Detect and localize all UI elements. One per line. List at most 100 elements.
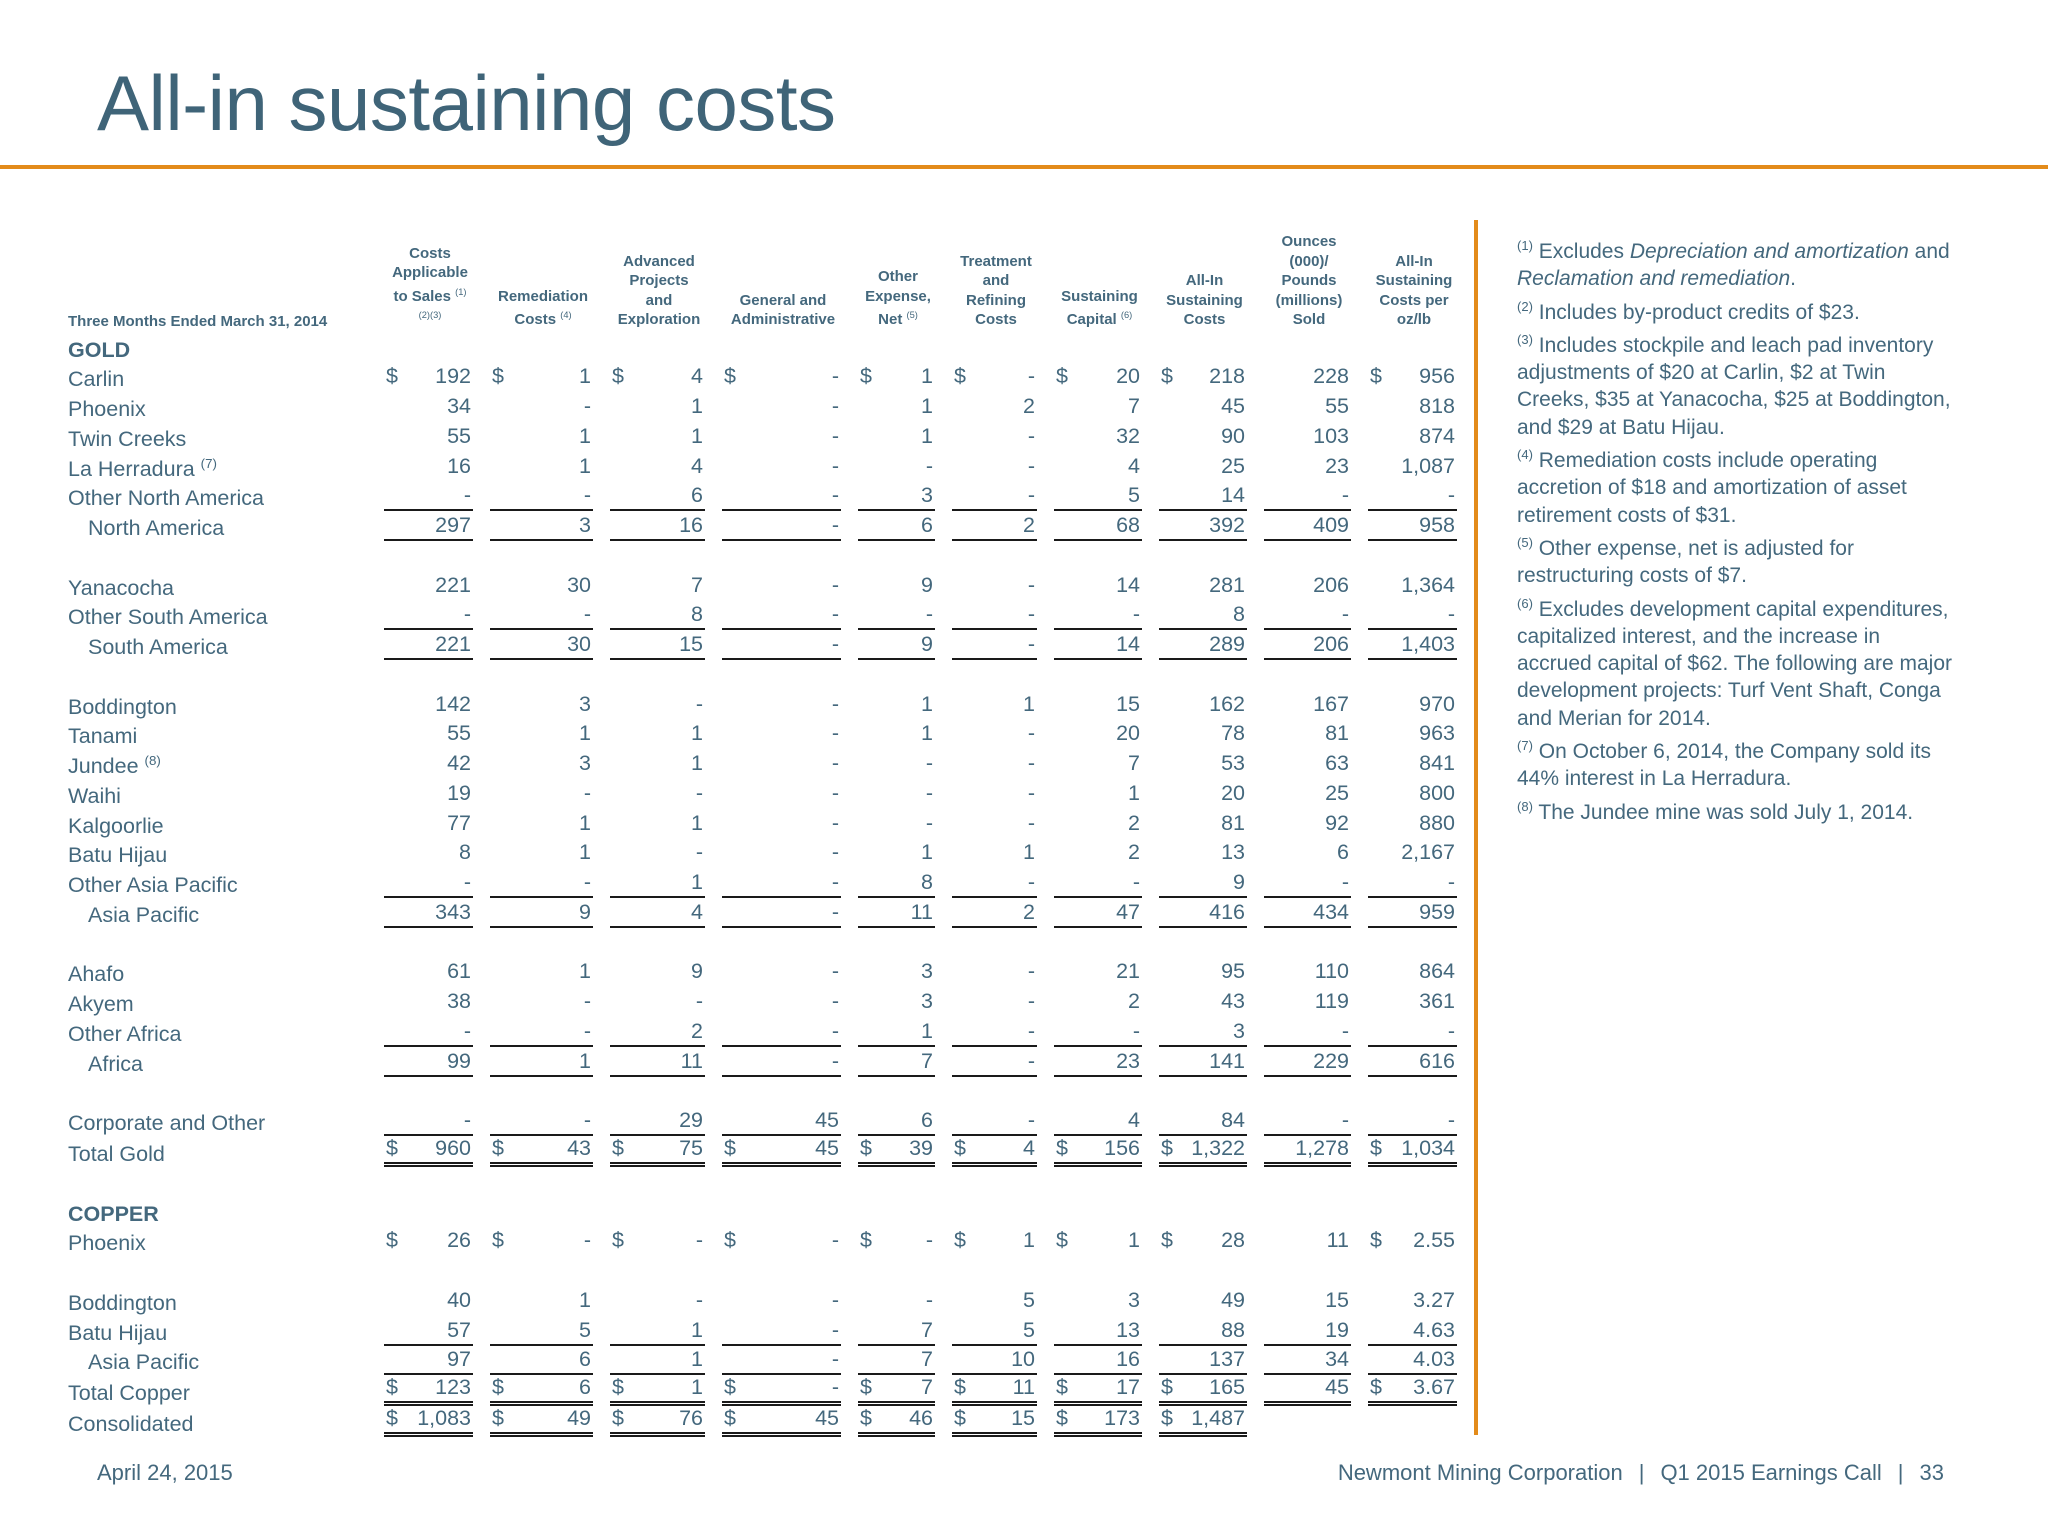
cell-content: -: [1264, 1019, 1351, 1047]
cell-value: -: [1027, 959, 1035, 984]
cell-content: $76: [610, 1406, 705, 1438]
table-cell: 81: [1257, 720, 1361, 750]
table-cell: 2: [1047, 809, 1152, 839]
table-cell: 1: [483, 1286, 603, 1316]
cell-value: -: [925, 751, 933, 776]
cell-content: $165: [1159, 1375, 1247, 1407]
cell-value: 9: [921, 632, 933, 657]
table-cell: 137: [1152, 1346, 1257, 1376]
footnote-text: Excludes development capital expenditure…: [1517, 597, 1953, 730]
cell-value: 119: [1314, 989, 1349, 1014]
cell-value: 6: [921, 1108, 933, 1133]
cell-content: 1: [858, 424, 935, 452]
table-cell: -: [603, 987, 715, 1017]
cell-value: 1,364: [1401, 572, 1455, 597]
table-cell: 103: [1257, 422, 1361, 452]
column-header-line: Capital: [1066, 311, 1117, 329]
cell-content: 10: [952, 1347, 1037, 1376]
cell-content: -: [722, 692, 841, 720]
cell-content: 343: [384, 900, 473, 928]
column-header-line: Projects: [629, 272, 689, 290]
column-header-line: Refining: [966, 291, 1026, 309]
table-cell: 15: [1047, 690, 1152, 720]
table-cell: 68: [1047, 511, 1152, 542]
cell-content: 14: [1159, 483, 1247, 512]
cell-content: 3: [1054, 1288, 1142, 1316]
cell-content: 7: [858, 1318, 935, 1346]
table-cell: -: [945, 482, 1047, 512]
row-label-text: Boddington: [68, 694, 177, 719]
table-cell: 119: [1257, 987, 1361, 1017]
cell-content: -: [722, 394, 841, 422]
cell-value: -: [831, 899, 839, 924]
cell-value: 800: [1419, 780, 1455, 805]
table-cell: 7: [603, 571, 715, 601]
table-cell: -: [603, 839, 715, 869]
cell-content: 1: [490, 1288, 593, 1316]
cell-value: 26: [447, 1228, 471, 1253]
cell-content: 1: [858, 394, 935, 422]
table-row: Corporate and Other - - 29 45 6 - 4 84 - -: [68, 1106, 1467, 1137]
cell-value: 16: [447, 453, 471, 478]
table-cell: 281: [1152, 571, 1257, 601]
cell-content: 221: [384, 632, 473, 661]
table-cell: -: [1257, 1017, 1361, 1047]
table-cell: 963: [1361, 720, 1467, 750]
table-cell: 4: [603, 452, 715, 482]
table-cell: 392: [1152, 511, 1257, 542]
table-cell: 110: [1257, 958, 1361, 988]
cell-content: 6: [1264, 840, 1351, 868]
cell-value: -: [583, 780, 591, 805]
cell-value: 1: [579, 959, 591, 984]
cell-value: 218: [1209, 364, 1245, 389]
cell-content: 38: [384, 989, 473, 1017]
cell-value: 289: [1209, 632, 1245, 657]
cell-content: 16: [1054, 1347, 1142, 1376]
cell-content: -: [1368, 602, 1457, 631]
table-cell: 14: [1152, 482, 1257, 512]
cell-content: $45: [722, 1406, 841, 1438]
table-cell: 49: [1152, 1286, 1257, 1316]
cell-value: 14: [1116, 632, 1140, 657]
table-cell: $1: [603, 1375, 715, 1407]
cell-content: 5: [490, 1318, 593, 1346]
column-header-line: General and: [739, 291, 827, 309]
cell-content: 19: [384, 781, 473, 809]
table-cell: $ -: [603, 1227, 715, 1257]
table-cell: 880: [1361, 809, 1467, 839]
cell-content: 20: [1054, 721, 1142, 749]
cell-content: -: [722, 811, 841, 839]
cell-value: 1: [579, 1048, 591, 1073]
cell-value: 192: [435, 364, 471, 389]
cell-content: 4: [610, 900, 705, 928]
cell-value: 13: [1221, 840, 1245, 865]
cell-content: $49: [490, 1406, 593, 1438]
cell-value: 99: [447, 1048, 471, 1073]
currency-symbol: $: [724, 1375, 736, 1400]
cell-content: 7: [610, 573, 705, 601]
cell-value: 1: [921, 423, 933, 448]
cell-value: -: [1027, 1108, 1035, 1133]
row-label-text: Jundee: [68, 754, 139, 779]
cell-content: 1: [858, 721, 935, 749]
cell-content: -: [722, 632, 841, 661]
table-cell: [1257, 1406, 1361, 1437]
cell-content: 5: [952, 1318, 1037, 1346]
currency-symbol: $: [386, 1228, 398, 1253]
table-cell: 1: [851, 839, 945, 869]
cell-value: 4: [1128, 1108, 1140, 1133]
table-cell: -: [483, 987, 603, 1017]
table-cell: 19: [1257, 1316, 1361, 1346]
cell-value: 23: [1325, 453, 1349, 478]
cell-content: 9: [1159, 870, 1247, 899]
cell-value: 53: [1221, 751, 1245, 776]
column-header-line: Applicable: [392, 264, 468, 282]
table-cell: 23: [1257, 452, 1361, 482]
cell-value: -: [1341, 602, 1349, 627]
table-cell: 57: [377, 1316, 483, 1346]
row-label-text: Boddington: [68, 1290, 177, 1315]
table-cell: -: [945, 1017, 1047, 1047]
cell-content: 4.63: [1368, 1318, 1457, 1346]
currency-symbol: $: [860, 1136, 872, 1161]
cell-content: -: [952, 989, 1037, 1017]
